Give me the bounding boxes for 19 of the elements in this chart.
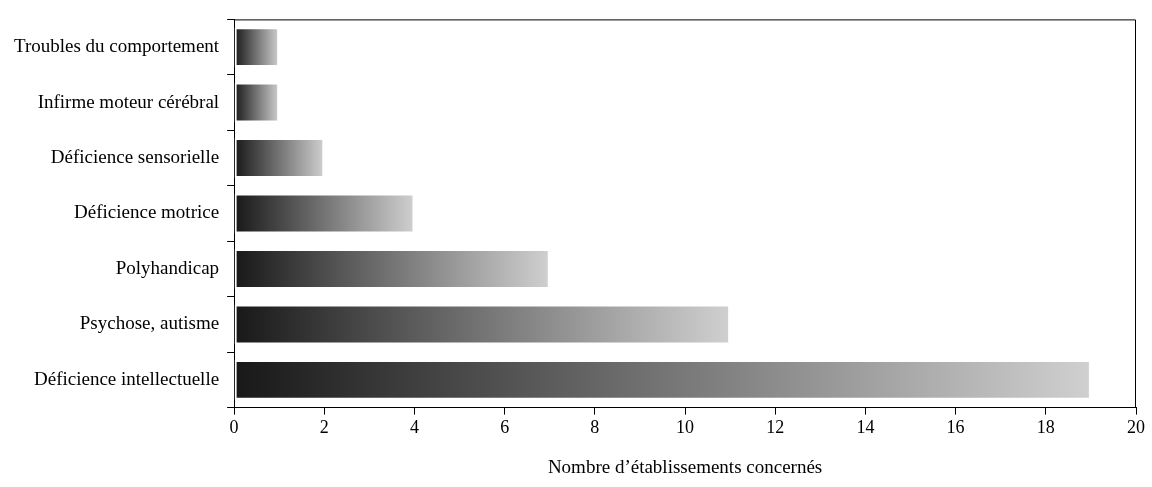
x-tick-label: 8	[590, 417, 600, 438]
y-tick-label: Troubles du comportement	[13, 35, 220, 57]
y-tick-label: Déficience motrice	[74, 201, 220, 223]
x-tick-label: 2	[319, 417, 329, 438]
x-tick-label: 4	[409, 417, 419, 438]
x-tick-label: 0	[229, 417, 239, 438]
y-tick-label: Infirme moteur cérébral	[37, 90, 220, 112]
x-tick-label: 6	[500, 417, 510, 438]
x-tick-label: 12	[766, 417, 785, 438]
x-tick-label: 20	[1127, 417, 1145, 438]
y-tick-label: Déficience sensorielle	[50, 146, 220, 168]
x-tick-label: 16	[946, 417, 965, 438]
y-tick-label: Déficience intellectuelle	[33, 367, 220, 389]
x-tick-label: 18	[1036, 417, 1055, 438]
y-tick-label: Polyhandicap	[115, 256, 220, 278]
x-axis-title: Nombre d’établissements concernés	[547, 455, 823, 477]
y-tick-label: Psychose, autisme	[79, 312, 220, 334]
x-tick-label: 10	[676, 417, 695, 438]
x-tick-label: 14	[856, 417, 875, 438]
